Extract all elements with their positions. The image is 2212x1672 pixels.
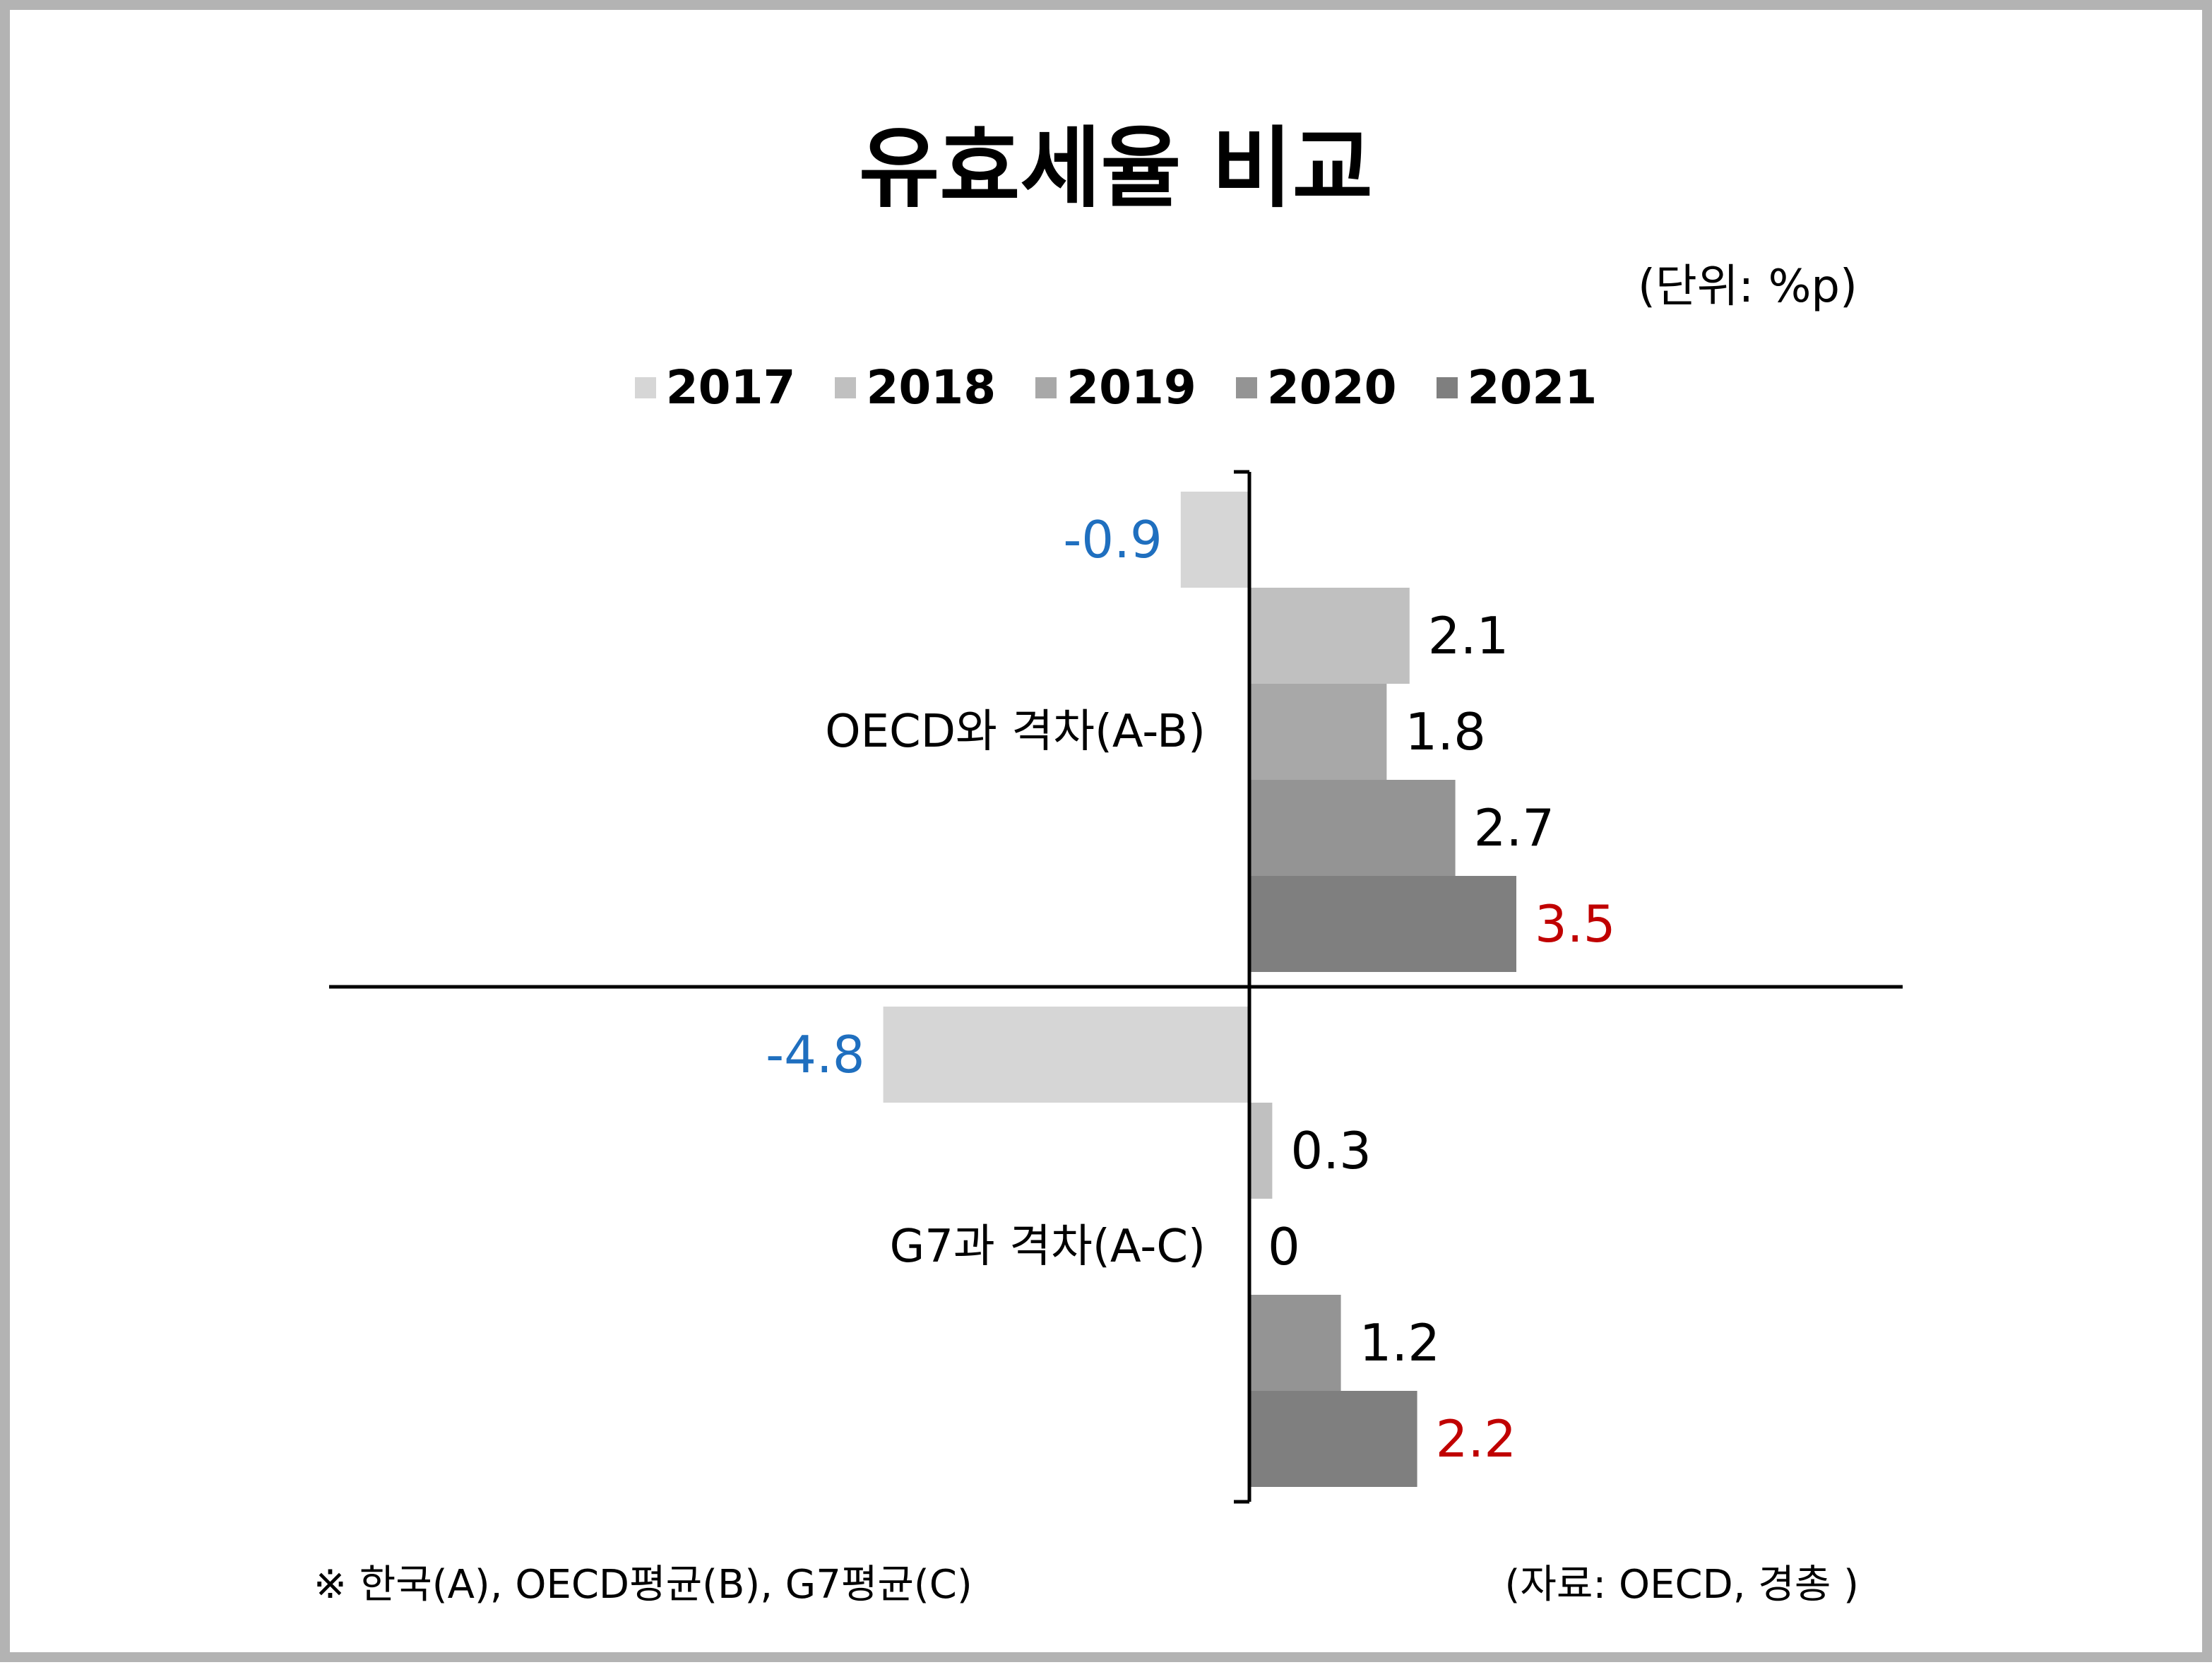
bar-2017-group-2 (883, 1007, 1249, 1103)
bar-2019-group-1 (1249, 684, 1387, 780)
legend-label: 2019 (1066, 360, 1196, 415)
data-label: 3.5 (1535, 894, 1616, 954)
data-label: 0.3 (1290, 1121, 1372, 1180)
category-label: OECD와 격차(A-B) (825, 706, 1206, 758)
legend-label: 2021 (1467, 360, 1598, 415)
data-label: 2.2 (1436, 1409, 1517, 1469)
legend-label: 2017 (665, 360, 796, 415)
data-label: -0.9 (1063, 510, 1162, 569)
legend-swatch (835, 377, 857, 398)
data-label: 2.1 (1428, 606, 1509, 665)
legend-swatch (1436, 377, 1458, 398)
bar-2018-group-2 (1249, 1103, 1273, 1199)
unit-label: (단위: %p) (1637, 261, 1857, 313)
chart-title: 유효세율 비교 (859, 118, 1373, 220)
legend-item-2018: 2018 (835, 360, 996, 416)
category-label: G7과 격차(A-C) (890, 1221, 1206, 1273)
legend-item-2019: 2019 (1035, 360, 1196, 416)
legend-item-2017: 2017 (634, 360, 796, 416)
source-note: (자료: OECD, 경총 ) (1504, 1562, 1859, 1608)
legend-item-2021: 2021 (1436, 360, 1598, 416)
legend-swatch (634, 377, 656, 398)
legend-label: 2018 (866, 360, 997, 415)
legend-label: 2020 (1266, 360, 1397, 415)
legend-item-2020: 2020 (1235, 360, 1397, 416)
bar-2017-group-1 (1180, 492, 1249, 588)
data-label: -4.8 (766, 1025, 864, 1084)
data-label: 1.8 (1405, 702, 1486, 761)
bar-2021-group-2 (1249, 1391, 1417, 1487)
bar-2018-group-1 (1249, 588, 1410, 684)
data-label: 2.7 (1474, 798, 1555, 858)
plot-area: -0.9 2.1 1.8 2.7 3.5 OECD와 격차(A-B) -4.8 0.3 0 1.2… (329, 470, 1903, 1504)
data-label: 0 (1268, 1217, 1300, 1276)
bar-2020-group-1 (1249, 780, 1456, 876)
legend-swatch (1035, 377, 1057, 398)
bar-2021-group-1 (1249, 876, 1516, 972)
bar-2020-group-2 (1249, 1295, 1341, 1391)
legend: 2017 2018 2019 2020 2021 (10, 360, 2212, 416)
footnote: ※ 한국(A), OECD평균(B), G7평균(C) (314, 1562, 973, 1608)
data-label: 1.2 (1360, 1313, 1441, 1372)
legend-swatch (1235, 377, 1257, 398)
